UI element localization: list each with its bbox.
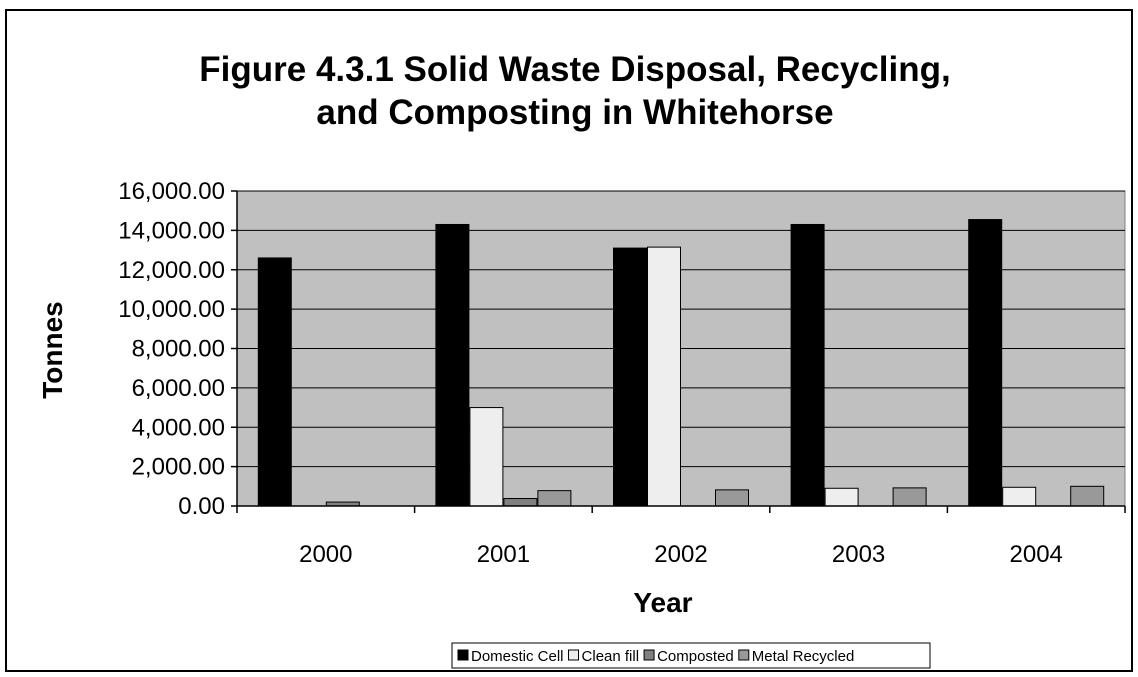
legend-label-domestic-cell: Domestic Cell (471, 648, 564, 665)
legend-swatch-clean-fill (568, 649, 580, 661)
bar-2001-domestic-cell (435, 223, 470, 507)
x-tick-labels: 2000 2001 2002 2003 2004 (299, 541, 1063, 568)
bar-2004-domestic-cell (968, 219, 1003, 507)
x-axis-title: Year (633, 587, 692, 618)
bar-2000-domestic-cell (257, 257, 292, 507)
x-tick-label-2000: 2000 (299, 541, 352, 568)
bar-2003-domestic-cell (790, 223, 825, 507)
chart-title-line-1: Figure 4.3.1 Solid Waste Disposal, Recyc… (199, 50, 950, 89)
bars (257, 219, 1105, 507)
y-tick-label-5: 10,000.00 (118, 296, 225, 323)
y-tick-label-1: 2,000.00 (132, 454, 225, 481)
bar-2001-composted (503, 498, 538, 507)
y-tick-label-7: 14,000.00 (118, 217, 225, 244)
chart-title-line-2: and Composting in Whitehorse (316, 93, 833, 132)
bar-2003-clean-fill (824, 487, 859, 507)
bar-2001-metal-recycled (537, 490, 572, 507)
y-tick-label-6: 12,000.00 (118, 257, 225, 284)
x-tick-label-2004: 2004 (1010, 541, 1063, 568)
y-tick-label-3: 6,000.00 (132, 375, 225, 402)
x-tick-label-2002: 2002 (654, 541, 707, 568)
y-tick-label-4: 8,000.00 (132, 336, 225, 363)
y-tick-labels: 0.00 2,000.00 4,000.00 6,000.00 8,000.00 10,0… (118, 178, 225, 520)
axes (231, 190, 1126, 513)
bar-2002-clean-fill (647, 246, 681, 507)
legend-label-composted: Composted (657, 648, 734, 665)
y-tick-label-0: 0.00 (178, 493, 225, 520)
bar-2002-domestic-cell (613, 247, 647, 507)
legend-label-clean-fill: Clean fill (582, 648, 640, 665)
bar-2004-metal-recycled (1070, 485, 1105, 507)
bar-2002-metal-recycled (715, 489, 749, 507)
legend: Domestic Cell Clean fill Composted Metal Re… (451, 642, 931, 669)
bar-2001-clean-fill (469, 407, 504, 507)
bar-2003-metal-recycled (892, 487, 927, 507)
y-tick-label-8: 16,000.00 (118, 178, 225, 205)
bar-2004-clean-fill (1002, 486, 1037, 507)
legend-swatch-metal-recycled (738, 649, 750, 661)
y-tick-label-2: 4,000.00 (132, 414, 225, 441)
x-tick-label-2003: 2003 (832, 541, 885, 568)
legend-label-metal-recycled: Metal Recycled (752, 648, 855, 665)
legend-box (451, 642, 931, 669)
y-axis-title: Tonnes (37, 301, 68, 398)
legend-swatch-composted (643, 649, 655, 661)
x-tick-label-2001: 2001 (477, 541, 530, 568)
legend-swatch-domestic-cell (457, 649, 469, 661)
